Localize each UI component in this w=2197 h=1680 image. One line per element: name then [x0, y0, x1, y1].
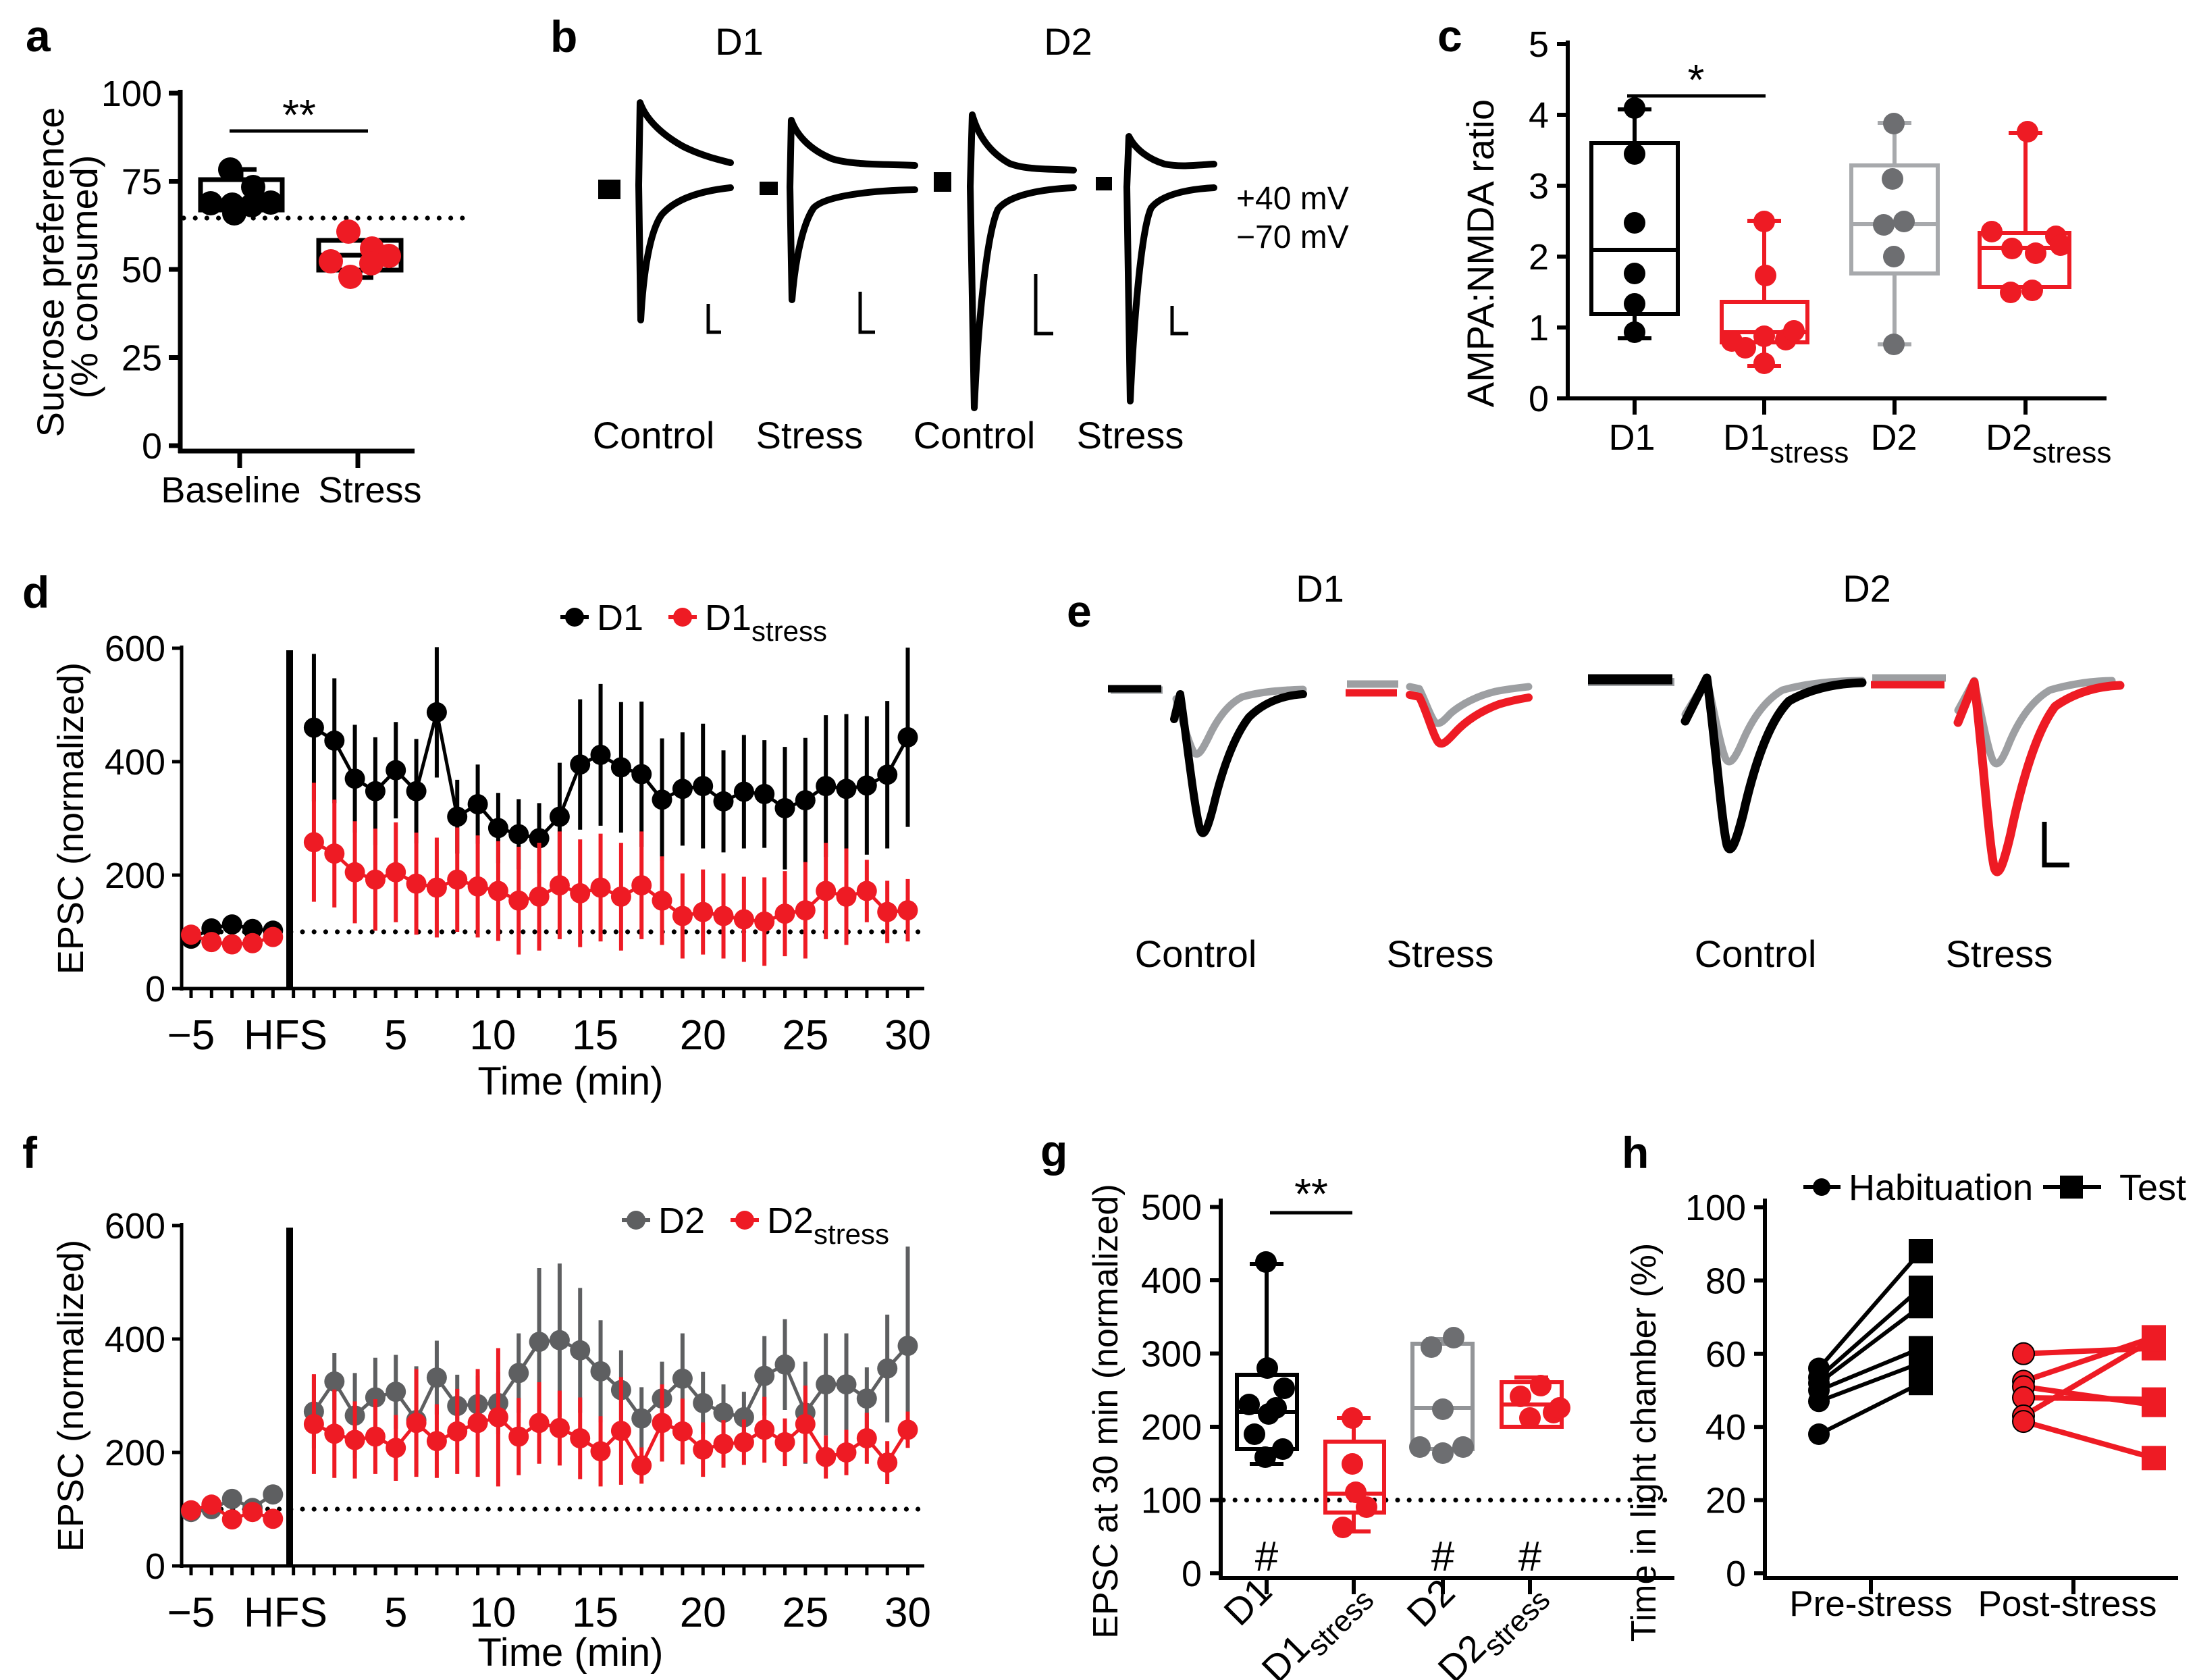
svg-text:5: 5: [1529, 24, 1549, 65]
svg-text:c: c: [1437, 11, 1462, 61]
svg-text:25: 25: [122, 338, 162, 379]
svg-text:D2: D2: [658, 1201, 705, 1241]
svg-text:2: 2: [1529, 237, 1549, 278]
svg-text:15: 15: [572, 1590, 618, 1636]
svg-text:30: 30: [884, 1012, 931, 1059]
svg-text:**: **: [1294, 1170, 1328, 1218]
svg-text:15: 15: [572, 1012, 618, 1059]
svg-text:100: 100: [1685, 1188, 1746, 1228]
svg-text:Control: Control: [914, 414, 1036, 456]
svg-text:Stress: Stress: [318, 470, 421, 510]
svg-text:1: 1: [1529, 308, 1549, 348]
svg-text:0: 0: [1529, 379, 1549, 419]
svg-text:Time (min): Time (min): [478, 1631, 664, 1675]
svg-text:Baseline: Baseline: [161, 470, 300, 510]
svg-text:40: 40: [1705, 1407, 1746, 1448]
svg-text:0: 0: [1726, 1554, 1746, 1594]
svg-text:300: 300: [1141, 1334, 1202, 1375]
svg-text:3: 3: [1529, 166, 1549, 207]
svg-text:400: 400: [105, 742, 165, 783]
svg-text:−70 mV: −70 mV: [1236, 219, 1349, 255]
svg-text:Time in light chamber (%): Time in light chamber (%): [1624, 1243, 1664, 1642]
svg-text:b: b: [550, 11, 577, 61]
svg-text:4: 4: [1529, 95, 1549, 136]
svg-text:10: 10: [469, 1012, 516, 1059]
svg-text:HFS: HFS: [244, 1012, 327, 1059]
svg-text:75: 75: [122, 162, 162, 203]
svg-text:−5: −5: [167, 1590, 215, 1636]
svg-text:5: 5: [384, 1012, 407, 1059]
svg-text:Time (min): Time (min): [478, 1059, 664, 1103]
svg-text:10: 10: [469, 1590, 516, 1636]
svg-text:0: 0: [145, 1546, 165, 1587]
svg-text:+40 mV: +40 mV: [1236, 181, 1349, 217]
svg-text:400: 400: [1141, 1261, 1202, 1301]
svg-text:a: a: [26, 11, 51, 61]
svg-text:25: 25: [782, 1012, 828, 1059]
svg-text:Stress: Stress: [1946, 933, 2053, 975]
svg-text:EPSC (normalized): EPSC (normalized): [51, 1240, 91, 1552]
svg-text:Stress: Stress: [756, 414, 864, 456]
svg-text:h: h: [1622, 1128, 1649, 1178]
svg-text:80: 80: [1705, 1261, 1746, 1301]
svg-text:AMPA:NMDA ratio: AMPA:NMDA ratio: [1459, 99, 1502, 407]
svg-text:200: 200: [105, 1433, 165, 1473]
svg-text:#: #: [1518, 1533, 1542, 1580]
svg-text:Post-stress: Post-stress: [1978, 1584, 2156, 1624]
svg-text:Stress: Stress: [1387, 933, 1494, 975]
svg-text:5: 5: [384, 1590, 407, 1636]
svg-text:Control: Control: [1135, 933, 1257, 975]
svg-text:0: 0: [145, 969, 165, 1009]
svg-text:HFS: HFS: [244, 1590, 327, 1636]
svg-text:30: 30: [884, 1590, 931, 1636]
svg-text:*: *: [1688, 55, 1705, 104]
svg-text:(% consumed): (% consumed): [63, 155, 105, 398]
svg-text:D2: D2: [1044, 20, 1092, 63]
svg-text:200: 200: [1141, 1407, 1202, 1448]
svg-text:#: #: [1431, 1533, 1455, 1580]
svg-text:Control: Control: [593, 414, 715, 456]
svg-text:600: 600: [105, 629, 165, 669]
svg-text:20: 20: [1705, 1481, 1746, 1521]
svg-text:Sucrose preference: Sucrose preference: [29, 107, 72, 438]
svg-text:D1: D1: [1296, 567, 1344, 610]
svg-text:#: #: [1255, 1533, 1279, 1580]
svg-text:Pre-stress: Pre-stress: [1789, 1584, 1952, 1624]
svg-text:600: 600: [105, 1206, 165, 1246]
svg-text:500: 500: [1141, 1188, 1202, 1228]
svg-text:Habituation: Habituation: [1849, 1167, 2033, 1208]
svg-text:50: 50: [122, 250, 162, 290]
svg-text:200: 200: [105, 856, 165, 896]
svg-text:g: g: [1040, 1126, 1067, 1176]
svg-text:EPSC at 30 min (normalized): EPSC at 30 min (normalized): [1086, 1184, 1126, 1638]
svg-text:D2: D2: [1870, 417, 1917, 458]
svg-text:f: f: [22, 1128, 38, 1178]
svg-text:25: 25: [782, 1590, 828, 1636]
svg-text:EPSC (normalized): EPSC (normalized): [51, 662, 91, 974]
svg-text:0: 0: [142, 426, 162, 467]
svg-text:20: 20: [680, 1590, 726, 1636]
svg-text:D1: D1: [1608, 417, 1655, 458]
svg-text:D2: D2: [1843, 567, 1891, 610]
svg-text:20: 20: [680, 1012, 726, 1059]
svg-text:D1: D1: [597, 598, 643, 638]
svg-text:D1: D1: [715, 20, 764, 63]
svg-text:−5: −5: [167, 1012, 215, 1059]
svg-text:Stress: Stress: [1077, 414, 1184, 456]
svg-text:Test: Test: [2119, 1167, 2186, 1208]
svg-text:400: 400: [105, 1319, 165, 1360]
svg-text:d: d: [22, 567, 49, 617]
svg-text:60: 60: [1705, 1334, 1746, 1375]
svg-text:Control: Control: [1695, 933, 1817, 975]
svg-text:100: 100: [101, 74, 162, 114]
svg-text:e: e: [1067, 586, 1092, 636]
svg-text:100: 100: [1141, 1481, 1202, 1521]
svg-text:0: 0: [1182, 1554, 1202, 1594]
svg-text:**: **: [282, 90, 316, 139]
